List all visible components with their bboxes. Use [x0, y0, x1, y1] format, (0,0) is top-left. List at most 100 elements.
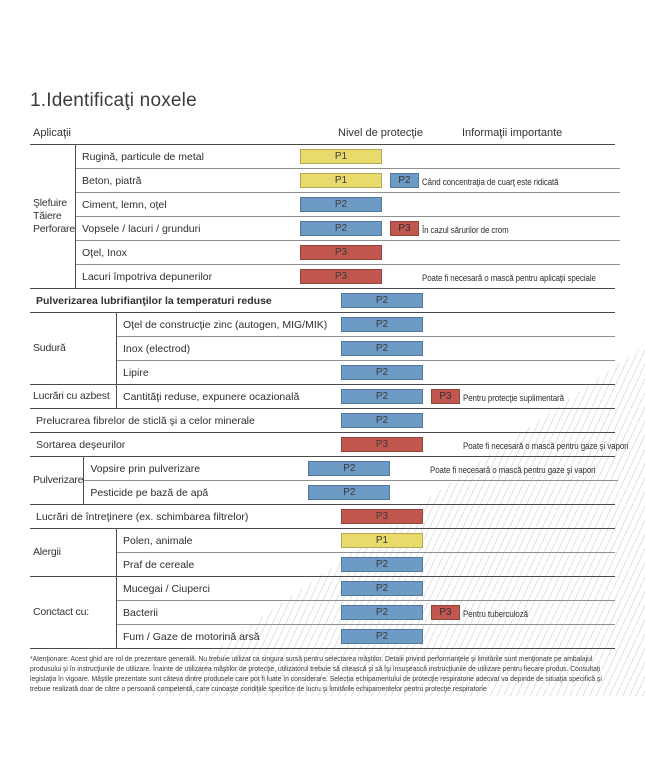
group-label: Pulverizare: [30, 457, 85, 504]
table-block: Şlefuire Tăiere Perforare Rugină, particule…: [30, 145, 620, 289]
table-row: Rugină, particule de metal P1: [75, 145, 620, 169]
table-block: Pulverizare Vopsire prin pulverizare P2 Poa…: [30, 457, 619, 505]
info-note-cell: Poate fi necesară o mască pentru aplicaţ…: [422, 268, 620, 286]
protection-bar-cell: P2: [339, 557, 426, 572]
protection-level-bar: P3: [299, 269, 382, 284]
application-label: Oţel de construcţie zinc (autogen, MIG/M…: [123, 318, 328, 331]
info-note-cell: Poate fi necesară o mască pentru gaze şi…: [430, 460, 618, 478]
protection-level-bar: P2: [341, 605, 423, 620]
application-label: Cantităţi reduse, expunere ocazională: [123, 390, 300, 403]
group-label-line: Tăiere: [33, 210, 62, 222]
column-header-protection-level: Nivel de protecţie: [338, 127, 423, 139]
page-title: 1.Identificaţi noxele: [30, 90, 197, 111]
group-label: Alergii: [30, 529, 117, 576]
protection-level-bar: P2: [299, 221, 382, 236]
table-row: Inox (electrod) P2: [117, 337, 615, 361]
table-rows: Prelucrarea fibrelor de sticlă şi a celo…: [30, 409, 615, 432]
application-label: Fum / Gaze de motorină arsă: [123, 630, 260, 643]
info-note-cell: În cazul sărurilor de crom: [422, 220, 620, 238]
info-note-cell: Poate fi necesară o mască pentru gaze şi…: [463, 436, 645, 454]
group-label-line: Pulverizare: [33, 474, 84, 486]
table-rows: Sortarea deşeurilor P3 Poate fi necesară o…: [30, 433, 645, 456]
application-label: Pesticide pe bază de apă: [90, 486, 209, 499]
protection-bar-cell: P3: [298, 245, 385, 260]
info-note: Poate fi necesară o mască pentru aplicaţ…: [421, 272, 596, 283]
protection-bar-cell: P2: [339, 629, 426, 644]
group-label: Sudură: [30, 313, 117, 384]
info-note: Pentru tuberculoză: [463, 608, 528, 619]
extra-protection-badge: P3: [431, 389, 460, 404]
application-label: Sortarea deşeurilor: [36, 438, 126, 451]
table-row: Prelucrarea fibrelor de sticlă şi a celo…: [30, 409, 615, 432]
protection-level-bar: P2: [341, 341, 423, 356]
table-header-row: Aplicaţii Nivel de protecţie Informaţii …: [30, 127, 615, 145]
table-block: Sudură Oţel de construcţie zinc (autogen,…: [30, 313, 615, 385]
extra-protection-badge: P3: [431, 605, 460, 620]
table-row: Vopsire prin pulverizare P2 Poate fi neces…: [84, 457, 619, 481]
protection-bar-cell: P1: [298, 149, 385, 164]
protection-level-bar: P2: [341, 389, 423, 404]
protection-bar-cell: P2: [306, 485, 393, 500]
table-rows: Mucegai / Ciuperci P2 Bacterii P2 P3 Pentru t…: [117, 577, 615, 648]
application-label: Rugină, particule de metal: [81, 150, 204, 163]
application-label: Mucegai / Ciuperci: [123, 582, 210, 595]
table-block: Prelucrarea fibrelor de sticlă şi a celo…: [30, 409, 615, 433]
protection-level-bar: P2: [308, 461, 391, 476]
table-row: Fum / Gaze de motorină arsă P2: [117, 625, 615, 648]
group-label-line: Sudură: [33, 342, 66, 354]
table-rows: Cantităţi reduse, expunere ocazională P2 P…: [117, 385, 615, 408]
protection-level-bar: P2: [341, 317, 423, 332]
info-note: Când concentraţia de cuarţ este ridicată: [421, 176, 559, 187]
table-block: Alergii Polen, animale P1 Praf de cereale P2: [30, 529, 615, 577]
table-rows: Lucrări de întreţinere (ex. schimbarea f…: [30, 505, 615, 528]
protection-level-bar: P2: [341, 293, 423, 308]
protection-level-bar: P2: [299, 197, 382, 212]
protection-level-bar: P2: [308, 485, 391, 500]
application-label: Ciment, lemn, oţel: [81, 198, 167, 211]
extra-protection-cell: P3: [426, 389, 463, 404]
table-row: Polen, animale P1: [117, 529, 615, 553]
group-label-line: Alergii: [33, 546, 61, 558]
table-rows: Polen, animale P1 Praf de cereale P2: [117, 529, 615, 576]
info-note: Poate fi necesară o mască pentru gaze şi…: [430, 464, 596, 475]
group-label: Şlefuire Tăiere Perforare: [30, 145, 76, 288]
footnote: *Atenţionare: Acest ghid are rol de prez…: [30, 654, 615, 712]
footnote-text: *Atenţionare: Acest ghid are rol de prez…: [30, 654, 602, 693]
protection-level-bar: P1: [341, 533, 423, 548]
info-note: Pentru protecţie suplimentară: [463, 392, 564, 403]
applications-table: Şlefuire Tăiere Perforare Rugină, particule…: [30, 145, 628, 649]
protection-level-bar: P2: [341, 413, 423, 428]
table-row: Oţel, Inox P3: [75, 241, 620, 265]
protection-level-bar: P2: [341, 629, 423, 644]
group-label: Lucrări cu azbest: [30, 385, 117, 408]
group-label-line: Lucrări cu azbest: [33, 390, 110, 402]
column-header-important-info: Informaţii importante: [462, 127, 563, 139]
table-rows: Pulverizarea lubrifianţilor la temperatu…: [30, 289, 615, 312]
table-row: Lacuri împotriva depunerilor P3 Poate fi n…: [76, 265, 620, 288]
group-label-line: Conctact cu:: [33, 606, 89, 618]
protection-level-bar: P2: [341, 557, 423, 572]
group-label-line: Perforare: [33, 223, 75, 235]
table-row: Lucrări de întreţinere (ex. schimbarea f…: [30, 505, 615, 528]
extra-protection-badge: P3: [389, 221, 419, 236]
application-label: Vopsele / lacuri / grunduri: [81, 222, 201, 235]
table-row: Lipire P2: [117, 361, 615, 384]
protection-bar-cell: P3: [339, 437, 426, 452]
protection-bar-cell: P2: [339, 317, 426, 332]
protection-bar-cell: P3: [339, 509, 426, 524]
protection-bar-cell: P2: [298, 221, 385, 236]
application-label: Inox (electrod): [123, 342, 191, 355]
info-note-cell: Pentru protecţie suplimentară: [463, 388, 615, 406]
protection-bar-cell: P2: [339, 341, 426, 356]
protection-bar-cell: P2: [339, 413, 426, 428]
table-row: Praf de cereale P2: [117, 553, 615, 576]
application-label: Praf de cereale: [123, 558, 195, 571]
table-block: Lucrări cu azbest Cantităţi reduse, expun…: [30, 385, 615, 409]
application-label: Lipire: [123, 366, 149, 379]
protection-level-bar: P3: [341, 509, 423, 524]
protection-level-bar: P3: [341, 437, 423, 452]
application-label: Prelucrarea fibrelor de sticlă şi a celo…: [36, 414, 255, 427]
info-note: În cazul sărurilor de crom: [421, 224, 509, 235]
protection-bar-cell: P2: [298, 197, 385, 212]
